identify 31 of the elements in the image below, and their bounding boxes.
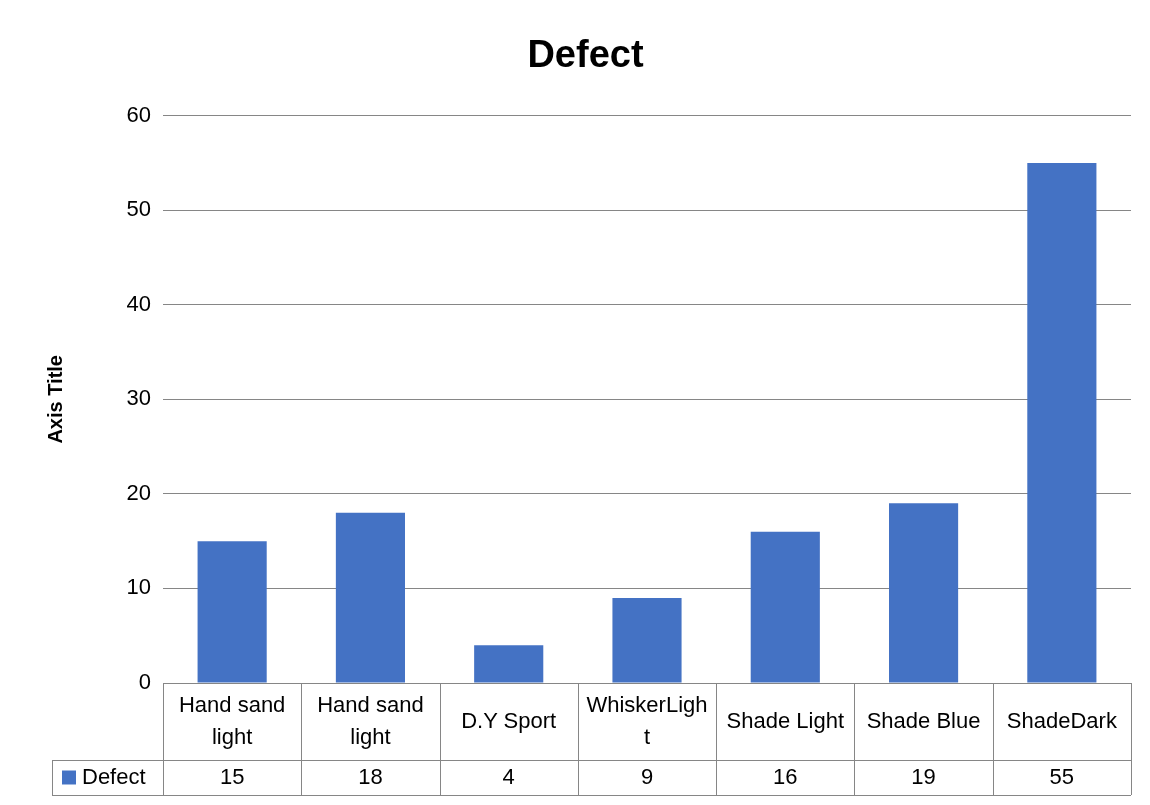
data-label: 16	[773, 763, 798, 789]
x-tick-label: Hand sand light	[317, 691, 424, 749]
y-tick-label: 60	[126, 101, 151, 127]
x-tick-label: ShadeDark	[1006, 707, 1118, 733]
x-tick-label: D.Y Sport	[461, 707, 557, 733]
bar	[750, 531, 820, 683]
data-label: 4	[502, 763, 515, 789]
y-tick-label: 0	[138, 669, 151, 695]
legend-label: Defect	[82, 763, 146, 789]
y-tick-label: 40	[126, 290, 151, 316]
bar	[612, 597, 682, 683]
x-tick-label: Hand sand light	[178, 691, 286, 749]
data-label: 9	[640, 763, 654, 789]
bar	[474, 645, 544, 683]
data-label: 18	[358, 763, 383, 789]
y-tick-label: 30	[126, 385, 151, 411]
data-label: 15	[219, 763, 245, 789]
bar	[889, 503, 959, 683]
y-tick-label: 50	[126, 196, 151, 222]
chart-title: Defect	[527, 33, 644, 76]
bar	[335, 512, 405, 683]
bar	[197, 541, 267, 683]
y-tick-label: 10	[126, 574, 151, 600]
y-axis-title: Axis Title	[43, 355, 66, 444]
y-tick-label: 20	[126, 479, 151, 505]
x-tick-label: WhiskerLight	[586, 691, 708, 749]
data-label: 55	[1049, 763, 1075, 789]
x-tick-label: Shade Light	[726, 707, 844, 733]
x-tick-label: Shade Blue	[866, 707, 981, 733]
bar	[1027, 162, 1097, 683]
data-label: 19	[911, 763, 936, 789]
